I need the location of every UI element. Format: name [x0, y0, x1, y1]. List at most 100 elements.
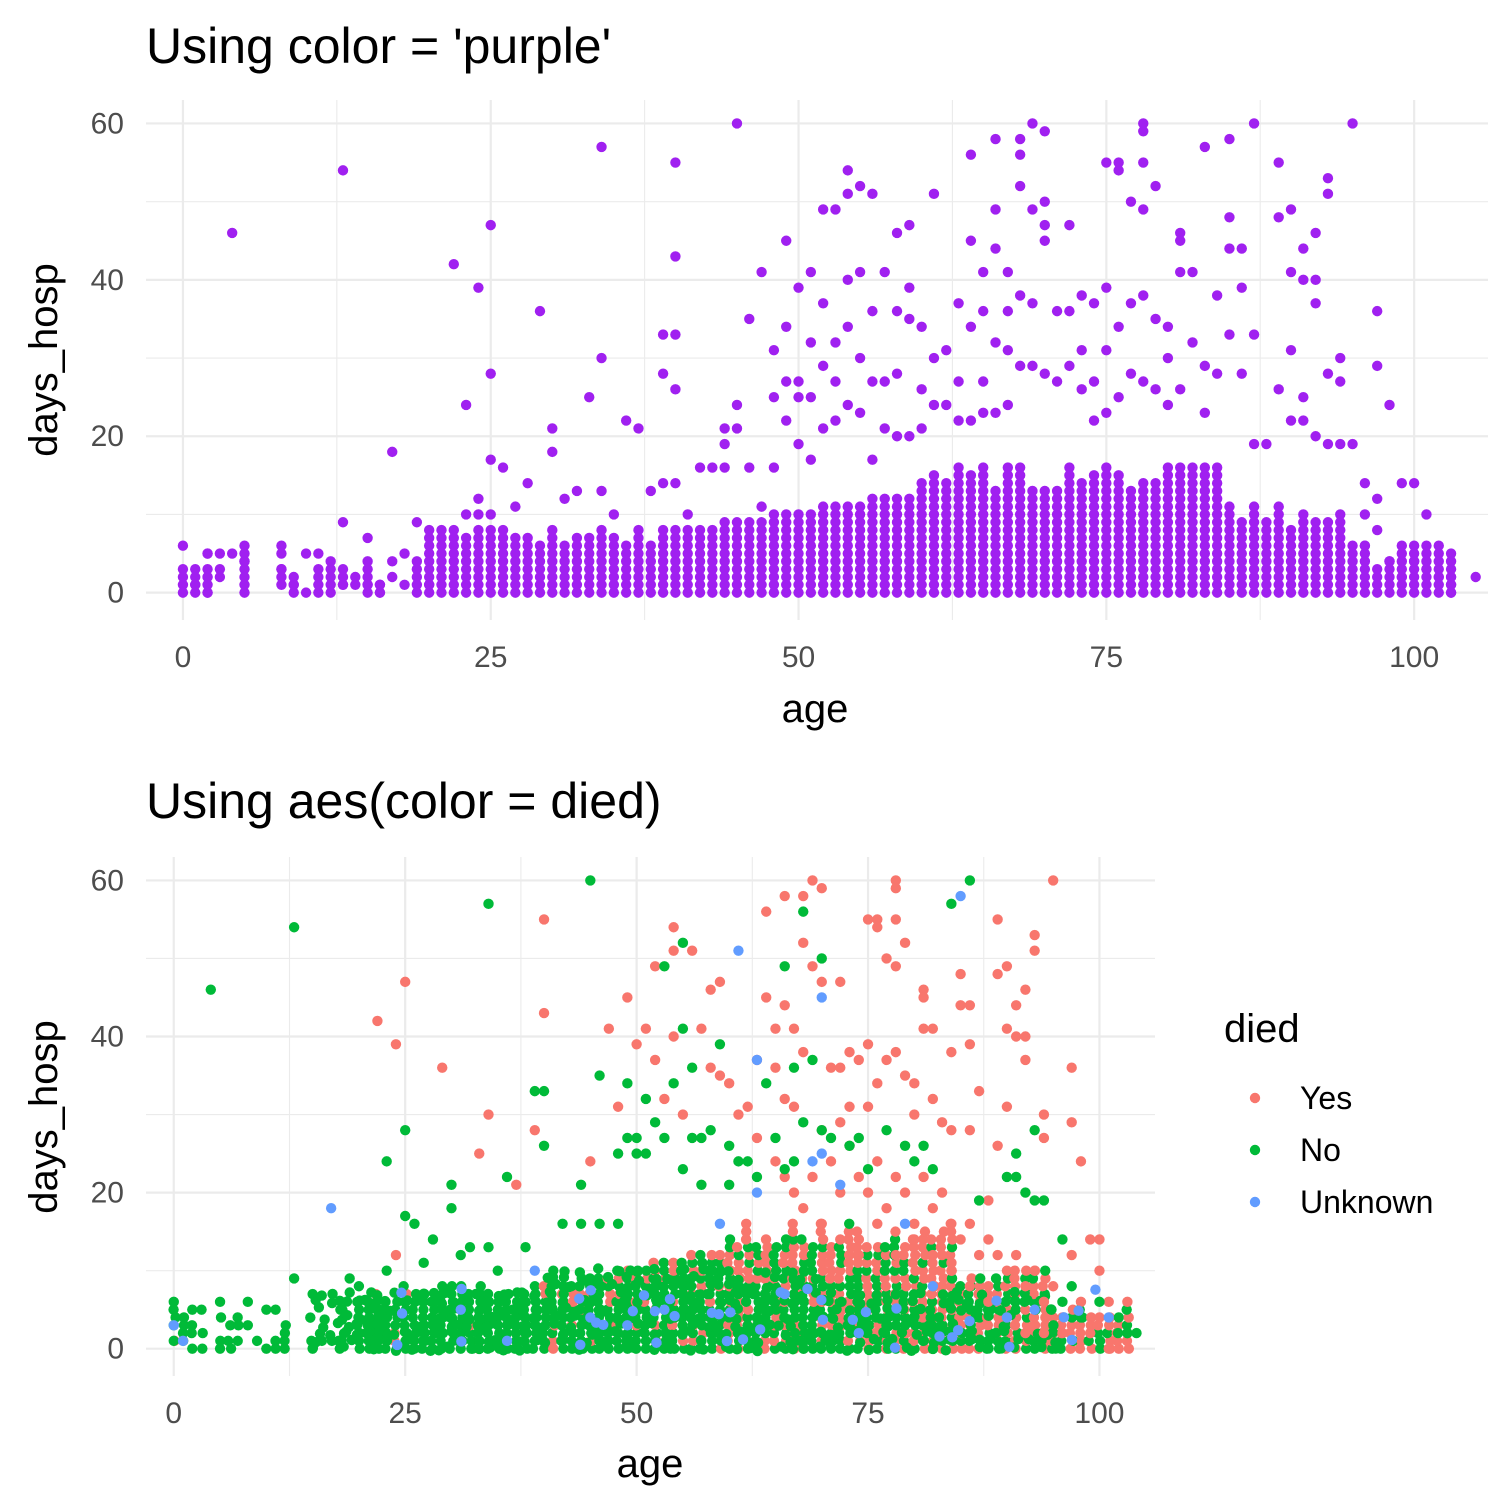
data-point [1162, 321, 1174, 332]
data-point [965, 415, 977, 426]
data-point [1335, 587, 1346, 598]
data-point [1076, 587, 1087, 598]
data-point [1088, 298, 1100, 309]
data-point [890, 1273, 901, 1284]
data-point [928, 188, 940, 200]
data-point-no [1020, 1187, 1031, 1198]
data-point [817, 1234, 829, 1245]
data-point-no [696, 1132, 707, 1144]
data-point [904, 501, 915, 512]
data-point [1121, 1335, 1133, 1347]
data-point [891, 305, 903, 317]
data-point [1150, 532, 1161, 544]
data-point [1027, 509, 1038, 520]
data-point [1020, 1273, 1031, 1284]
data-point [547, 1327, 558, 1339]
data-point [460, 579, 472, 591]
data-point [698, 1264, 709, 1275]
data-point [714, 1249, 726, 1261]
data-point [953, 579, 964, 591]
data-point [1002, 266, 1014, 278]
data-point [1224, 571, 1235, 583]
data-point [215, 1335, 226, 1347]
data-point [170, 1312, 181, 1323]
data-point [1347, 438, 1358, 450]
data-point-yes [853, 1171, 864, 1183]
data-point-unknown [1001, 1312, 1013, 1323]
data-point [596, 571, 607, 583]
data-point [991, 1295, 1002, 1306]
data-point [934, 1331, 945, 1342]
data-point [423, 524, 435, 536]
data-point [978, 532, 989, 544]
data-point [565, 1322, 577, 1333]
data-point [1211, 579, 1223, 591]
data-point [729, 1298, 741, 1309]
data-point [1064, 517, 1075, 528]
data-point [1285, 415, 1297, 426]
data-point [498, 1345, 509, 1356]
data-point [1408, 571, 1420, 583]
data-point [1175, 470, 1186, 481]
data-point [657, 556, 669, 567]
data-point-no [288, 922, 300, 933]
data-point [768, 524, 780, 536]
data-point-yes [798, 937, 809, 949]
data-point [867, 493, 878, 504]
data-point [1045, 1304, 1057, 1315]
data-point [571, 532, 583, 544]
data-point [276, 563, 287, 575]
data-point [685, 1345, 696, 1356]
data-point [941, 493, 952, 504]
data-point-yes [770, 1023, 781, 1034]
data-point [978, 477, 989, 489]
data-point-no [1010, 1148, 1022, 1159]
data-point [798, 1249, 810, 1261]
data-point [731, 118, 743, 129]
data-point [573, 1293, 585, 1304]
data-point [1076, 540, 1087, 551]
data-point [928, 563, 940, 575]
data-point [916, 524, 927, 536]
data-point-yes [1029, 929, 1040, 941]
data-point [744, 571, 755, 583]
data-point [830, 587, 841, 598]
data-point [844, 1218, 855, 1230]
data-point [842, 532, 853, 544]
data-point-yes [909, 1234, 920, 1245]
data-point [313, 587, 324, 598]
data-point [1064, 540, 1075, 551]
data-point [559, 579, 570, 591]
data-point [608, 540, 620, 551]
data-point [1014, 579, 1026, 591]
data-point [1175, 548, 1186, 559]
data-point-no [705, 1124, 716, 1136]
data-point [953, 548, 964, 559]
data-point [830, 509, 841, 520]
data-point [824, 1257, 835, 1269]
data-point [974, 1341, 986, 1353]
panel-bottom-x-axis-title: age [617, 1442, 684, 1486]
data-point [1236, 368, 1247, 379]
data-point [1088, 571, 1100, 583]
data-point [1125, 517, 1137, 528]
data-point [1445, 563, 1457, 575]
data-point [1248, 118, 1260, 129]
data-point [1076, 524, 1087, 536]
data-point [435, 1335, 446, 1347]
data-point [1285, 540, 1297, 551]
data-point [202, 579, 213, 591]
data-point [1298, 391, 1309, 403]
data-point [707, 563, 718, 575]
data-point [978, 571, 989, 583]
data-point [399, 1326, 411, 1338]
data-point [817, 548, 829, 559]
data-point [941, 587, 952, 598]
data-point [1175, 579, 1186, 591]
data-point [510, 579, 521, 591]
data-point [695, 1334, 707, 1346]
data-point [571, 563, 583, 575]
data-point [805, 579, 817, 591]
data-point [1347, 563, 1358, 575]
data-point [591, 1317, 602, 1328]
